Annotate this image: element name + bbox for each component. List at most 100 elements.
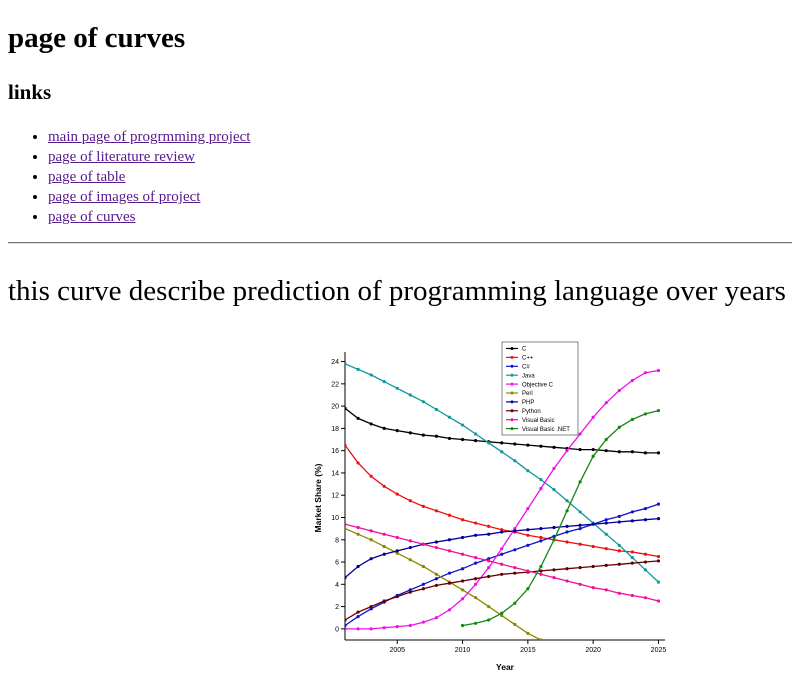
data-point <box>447 571 452 575</box>
data-point <box>565 509 569 513</box>
data-point <box>474 439 478 443</box>
data-point <box>617 450 621 454</box>
data-point <box>474 582 478 586</box>
y-tick-label: 6 <box>335 560 339 567</box>
data-point <box>513 548 517 552</box>
data-point <box>617 520 621 524</box>
data-point <box>395 625 399 629</box>
data-point <box>487 604 491 609</box>
data-point <box>578 566 582 570</box>
data-point <box>487 532 491 536</box>
y-tick-label: 10 <box>331 515 339 522</box>
data-point <box>539 539 543 543</box>
data-point <box>630 561 634 565</box>
data-point <box>408 539 412 543</box>
data-point <box>434 407 439 412</box>
data-point <box>565 567 569 571</box>
data-point <box>578 542 582 546</box>
data-point <box>500 441 504 445</box>
data-point <box>487 441 491 445</box>
data-point <box>513 566 517 570</box>
data-point <box>591 415 595 419</box>
data-point <box>539 527 543 531</box>
legend-marker <box>510 409 514 413</box>
data-point <box>487 618 491 622</box>
data-point <box>656 451 661 455</box>
data-point <box>460 588 465 592</box>
data-point <box>526 533 530 537</box>
link-table[interactable]: page of table <box>48 169 126 185</box>
data-point <box>643 451 648 455</box>
data-point <box>345 406 347 410</box>
legend-label: Objective C <box>522 382 554 388</box>
data-point <box>408 545 412 550</box>
legend-label: C <box>522 347 527 353</box>
data-point <box>434 434 439 438</box>
data-point <box>345 623 347 628</box>
data-point <box>408 590 412 594</box>
data-point <box>617 425 621 429</box>
data-point <box>421 400 425 404</box>
data-point <box>630 550 634 554</box>
data-point <box>356 532 360 536</box>
list-item: main page of progrmming project <box>48 127 250 147</box>
data-point <box>395 594 399 599</box>
data-point <box>630 450 634 454</box>
plot-area <box>345 362 661 640</box>
data-point <box>591 586 595 590</box>
data-point <box>643 596 648 600</box>
data-point <box>643 506 648 511</box>
x-tick-label: 2010 <box>455 647 471 654</box>
data-point <box>487 524 491 528</box>
data-point <box>656 408 661 413</box>
data-point <box>421 564 425 569</box>
data-point <box>408 588 412 592</box>
data-point <box>474 621 478 625</box>
data-point <box>421 504 425 508</box>
link-main-page[interactable]: main page of progrmming project <box>48 129 251 145</box>
data-point <box>578 523 582 527</box>
data-point <box>395 492 399 496</box>
data-point <box>447 581 452 585</box>
data-point <box>434 540 439 544</box>
data-point <box>578 510 582 514</box>
data-point <box>434 583 439 588</box>
data-point <box>382 380 386 384</box>
data-point <box>500 528 504 532</box>
x-tick-label: 2025 <box>651 647 667 654</box>
data-point <box>591 447 595 452</box>
data-point <box>345 627 347 631</box>
link-literature-review[interactable]: page of literature review <box>48 149 196 165</box>
data-point <box>460 552 465 556</box>
data-point <box>630 417 634 422</box>
data-point <box>500 562 504 566</box>
data-point <box>604 437 608 442</box>
data-point <box>369 557 373 561</box>
data-point <box>474 533 478 537</box>
y-tick-label: 24 <box>331 359 339 366</box>
data-point <box>565 499 569 503</box>
y-tick-label: 8 <box>335 537 339 544</box>
data-point <box>565 524 569 528</box>
link-curves[interactable]: page of curves <box>48 209 136 225</box>
data-point <box>552 576 556 580</box>
data-point <box>395 429 399 433</box>
data-point <box>630 519 634 523</box>
data-point <box>604 518 608 522</box>
data-point <box>539 478 543 482</box>
data-point <box>408 393 412 397</box>
data-point <box>460 579 465 583</box>
data-point <box>604 563 608 567</box>
legend-marker <box>510 355 514 359</box>
data-point <box>617 562 621 566</box>
data-point <box>369 529 373 533</box>
data-point <box>643 568 648 572</box>
data-point <box>447 436 452 441</box>
data-point <box>421 620 425 624</box>
links-heading: links <box>8 80 52 104</box>
legend-marker <box>510 373 514 377</box>
data-point <box>408 623 412 628</box>
link-images[interactable]: page of images of project <box>48 189 201 205</box>
data-point <box>382 484 386 488</box>
